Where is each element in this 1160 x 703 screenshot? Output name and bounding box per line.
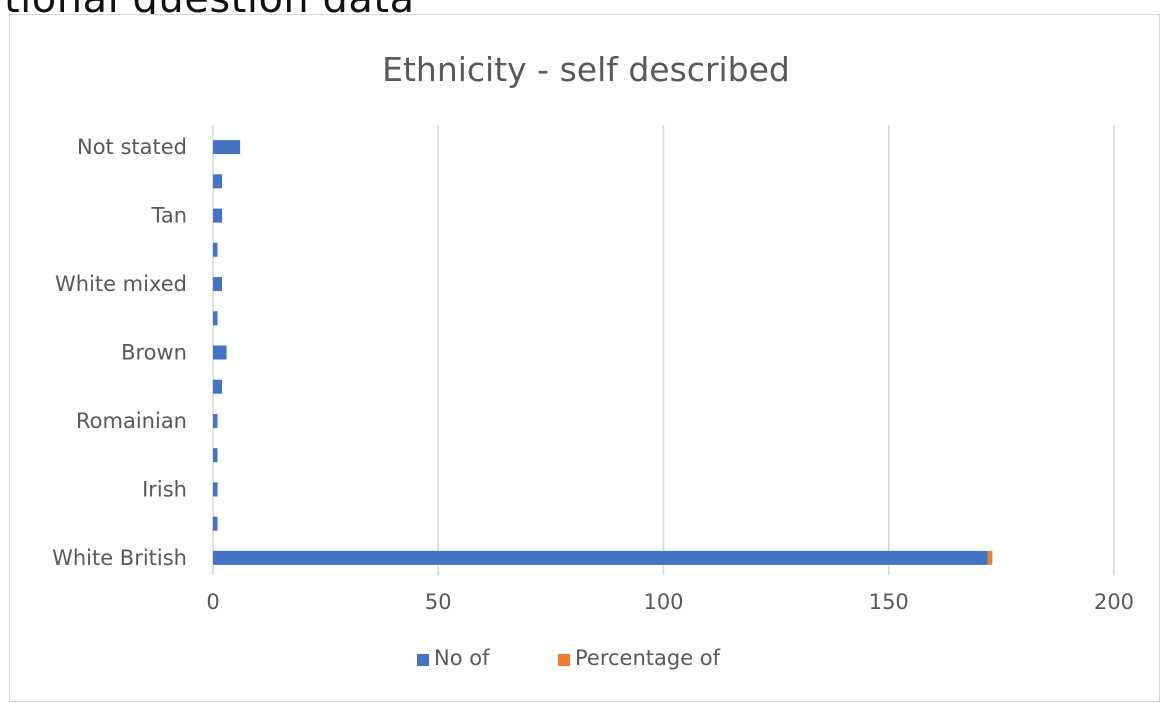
legend-label: No of bbox=[434, 646, 490, 670]
bar-percentage-of bbox=[988, 551, 993, 565]
chart-title: Ethnicity - self described bbox=[382, 50, 790, 89]
y-category-label: White mixed bbox=[55, 272, 187, 296]
x-tick-label: 100 bbox=[643, 590, 683, 614]
bar-no-of bbox=[213, 346, 227, 360]
bar-no-of bbox=[213, 277, 222, 291]
legend-label: Percentage of bbox=[575, 646, 721, 670]
legend-swatch bbox=[558, 654, 570, 666]
bar-no-of bbox=[213, 448, 218, 462]
bar-no-of bbox=[213, 140, 240, 154]
bar-no-of bbox=[213, 414, 218, 428]
y-category-label: Romainian bbox=[76, 409, 187, 433]
x-tick-label: 0 bbox=[206, 590, 219, 614]
y-category-label: Brown bbox=[121, 341, 187, 365]
y-axis-labels: White British Irish Romainian Brown White mi… bbox=[52, 135, 187, 570]
bar-no-of bbox=[213, 482, 218, 496]
x-tick-label: 200 bbox=[1094, 590, 1134, 614]
bar-no-of bbox=[213, 551, 988, 565]
x-tick-label: 150 bbox=[869, 590, 909, 614]
y-category-label: Irish bbox=[142, 477, 187, 501]
legend: No of Percentage of bbox=[417, 646, 721, 670]
chart-frame: Ethnicity - self described White British… bbox=[9, 14, 1160, 702]
gridlines bbox=[213, 125, 1114, 575]
bar-no-of bbox=[213, 311, 218, 325]
bar-no-of bbox=[213, 209, 222, 223]
bar-no-of bbox=[213, 380, 222, 394]
legend-swatch bbox=[417, 654, 429, 666]
x-tick-label: 50 bbox=[425, 590, 452, 614]
y-category-label: White British bbox=[52, 546, 187, 570]
bars bbox=[213, 140, 992, 565]
x-axis-labels: 0 50 100 150 200 bbox=[206, 590, 1134, 614]
y-category-label: Tan bbox=[150, 204, 187, 228]
bar-chart: Ethnicity - self described White British… bbox=[10, 15, 1160, 703]
bar-no-of bbox=[213, 517, 218, 531]
y-category-label: Not stated bbox=[77, 135, 187, 159]
bar-no-of bbox=[213, 174, 222, 188]
bar-no-of bbox=[213, 243, 218, 257]
